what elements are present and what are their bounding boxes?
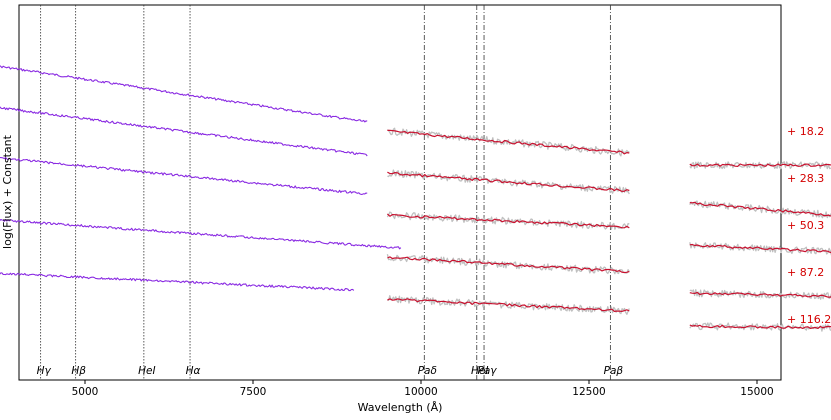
optical-spectrum <box>0 156 368 195</box>
epoch-label: + 116.2 <box>787 313 831 326</box>
nir-raw-spectrum <box>689 161 831 170</box>
x-tick-label: 5000 <box>72 386 99 398</box>
nir-smoothed-spectrum <box>387 256 630 274</box>
epoch-label: + 28.3 <box>787 172 824 185</box>
line-marker-label: Paδ <box>418 365 437 377</box>
nir-smoothed-spectrum <box>387 129 630 155</box>
nir-raw-spectrum <box>386 254 630 275</box>
line-markers: HγHβHeIHαPaδHeIPaγPaβBrγ <box>37 5 624 380</box>
line-marker-label: Paβ <box>604 365 624 377</box>
nir-raw-spectrum <box>386 211 630 230</box>
optical-spectrum <box>0 106 368 157</box>
nir-smoothed-spectrum <box>689 163 831 167</box>
epoch-label: + 50.3 <box>787 219 824 232</box>
plot-area <box>18 4 782 381</box>
nir-smoothed-spectrum <box>387 213 630 229</box>
x-axis-title: Wavelength (Å) <box>358 401 443 414</box>
nir-raw-spectrum <box>387 295 630 315</box>
nir-smoothed-spectrum <box>387 298 630 312</box>
epoch-label: + 87.2 <box>787 266 824 279</box>
nir-smoothed-spectrum <box>689 324 831 329</box>
line-marker-label: Hα <box>186 365 201 377</box>
y-axis-title: log(Flux) + Constant <box>1 134 14 249</box>
optical-spectrum <box>0 272 355 292</box>
line-marker-label: HeI <box>138 365 155 377</box>
line-marker-label: Hγ <box>37 365 52 377</box>
optical-spectrum <box>0 65 368 123</box>
line-marker-label: Paγ <box>478 365 498 377</box>
nir-smoothed-spectrum <box>689 243 831 254</box>
x-axis-ticks: 5000750010000125001500017500200002250025… <box>72 380 774 398</box>
line-marker-label: Hβ <box>71 365 86 377</box>
x-tick-label: 10000 <box>404 386 437 398</box>
x-tick-label: 12500 <box>572 386 605 398</box>
nir-smoothed-spectrum <box>689 291 831 298</box>
optical-spectrum <box>0 218 402 250</box>
nir-raw-spectrum <box>386 127 630 157</box>
epoch-labels: + 18.2 + 28.3 + 50.3 + 87.2 + 116.2 <box>787 125 831 326</box>
epoch-label: + 18.2 <box>787 125 824 138</box>
nir-smoothed-spectrum <box>387 171 630 192</box>
spectra-series <box>0 65 831 332</box>
x-tick-label: 7500 <box>240 386 267 398</box>
nir-smoothed-spectrum <box>689 201 831 217</box>
nir-raw-spectrum <box>689 289 831 300</box>
x-tick-label: 15000 <box>740 386 773 398</box>
